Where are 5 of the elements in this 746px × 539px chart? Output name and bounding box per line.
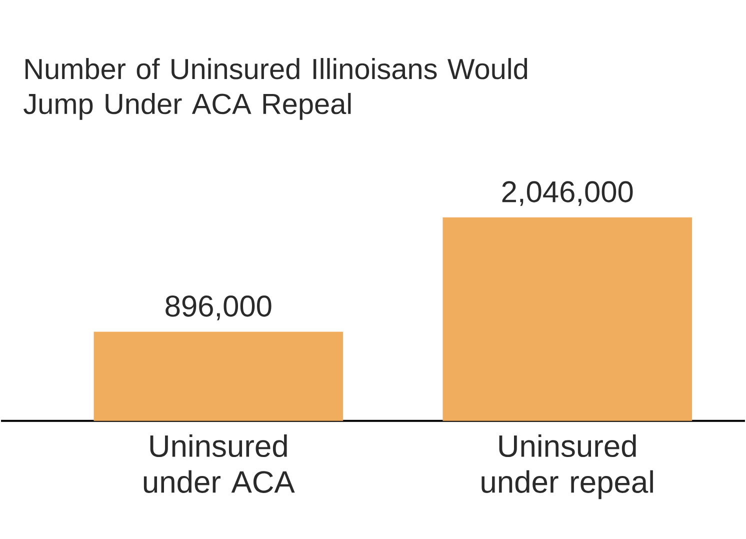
x-tick-label: Uninsured under ACA bbox=[144, 434, 295, 494]
data-label: 2,046,000 bbox=[502, 181, 633, 206]
chart-title: Number of Uninsured Illinoisans Would Jump Under ACA Repeal bbox=[24, 58, 528, 120]
data-label: 896,000 bbox=[166, 296, 272, 320]
x-tick-label: Uninsured under repeal bbox=[482, 434, 653, 500]
